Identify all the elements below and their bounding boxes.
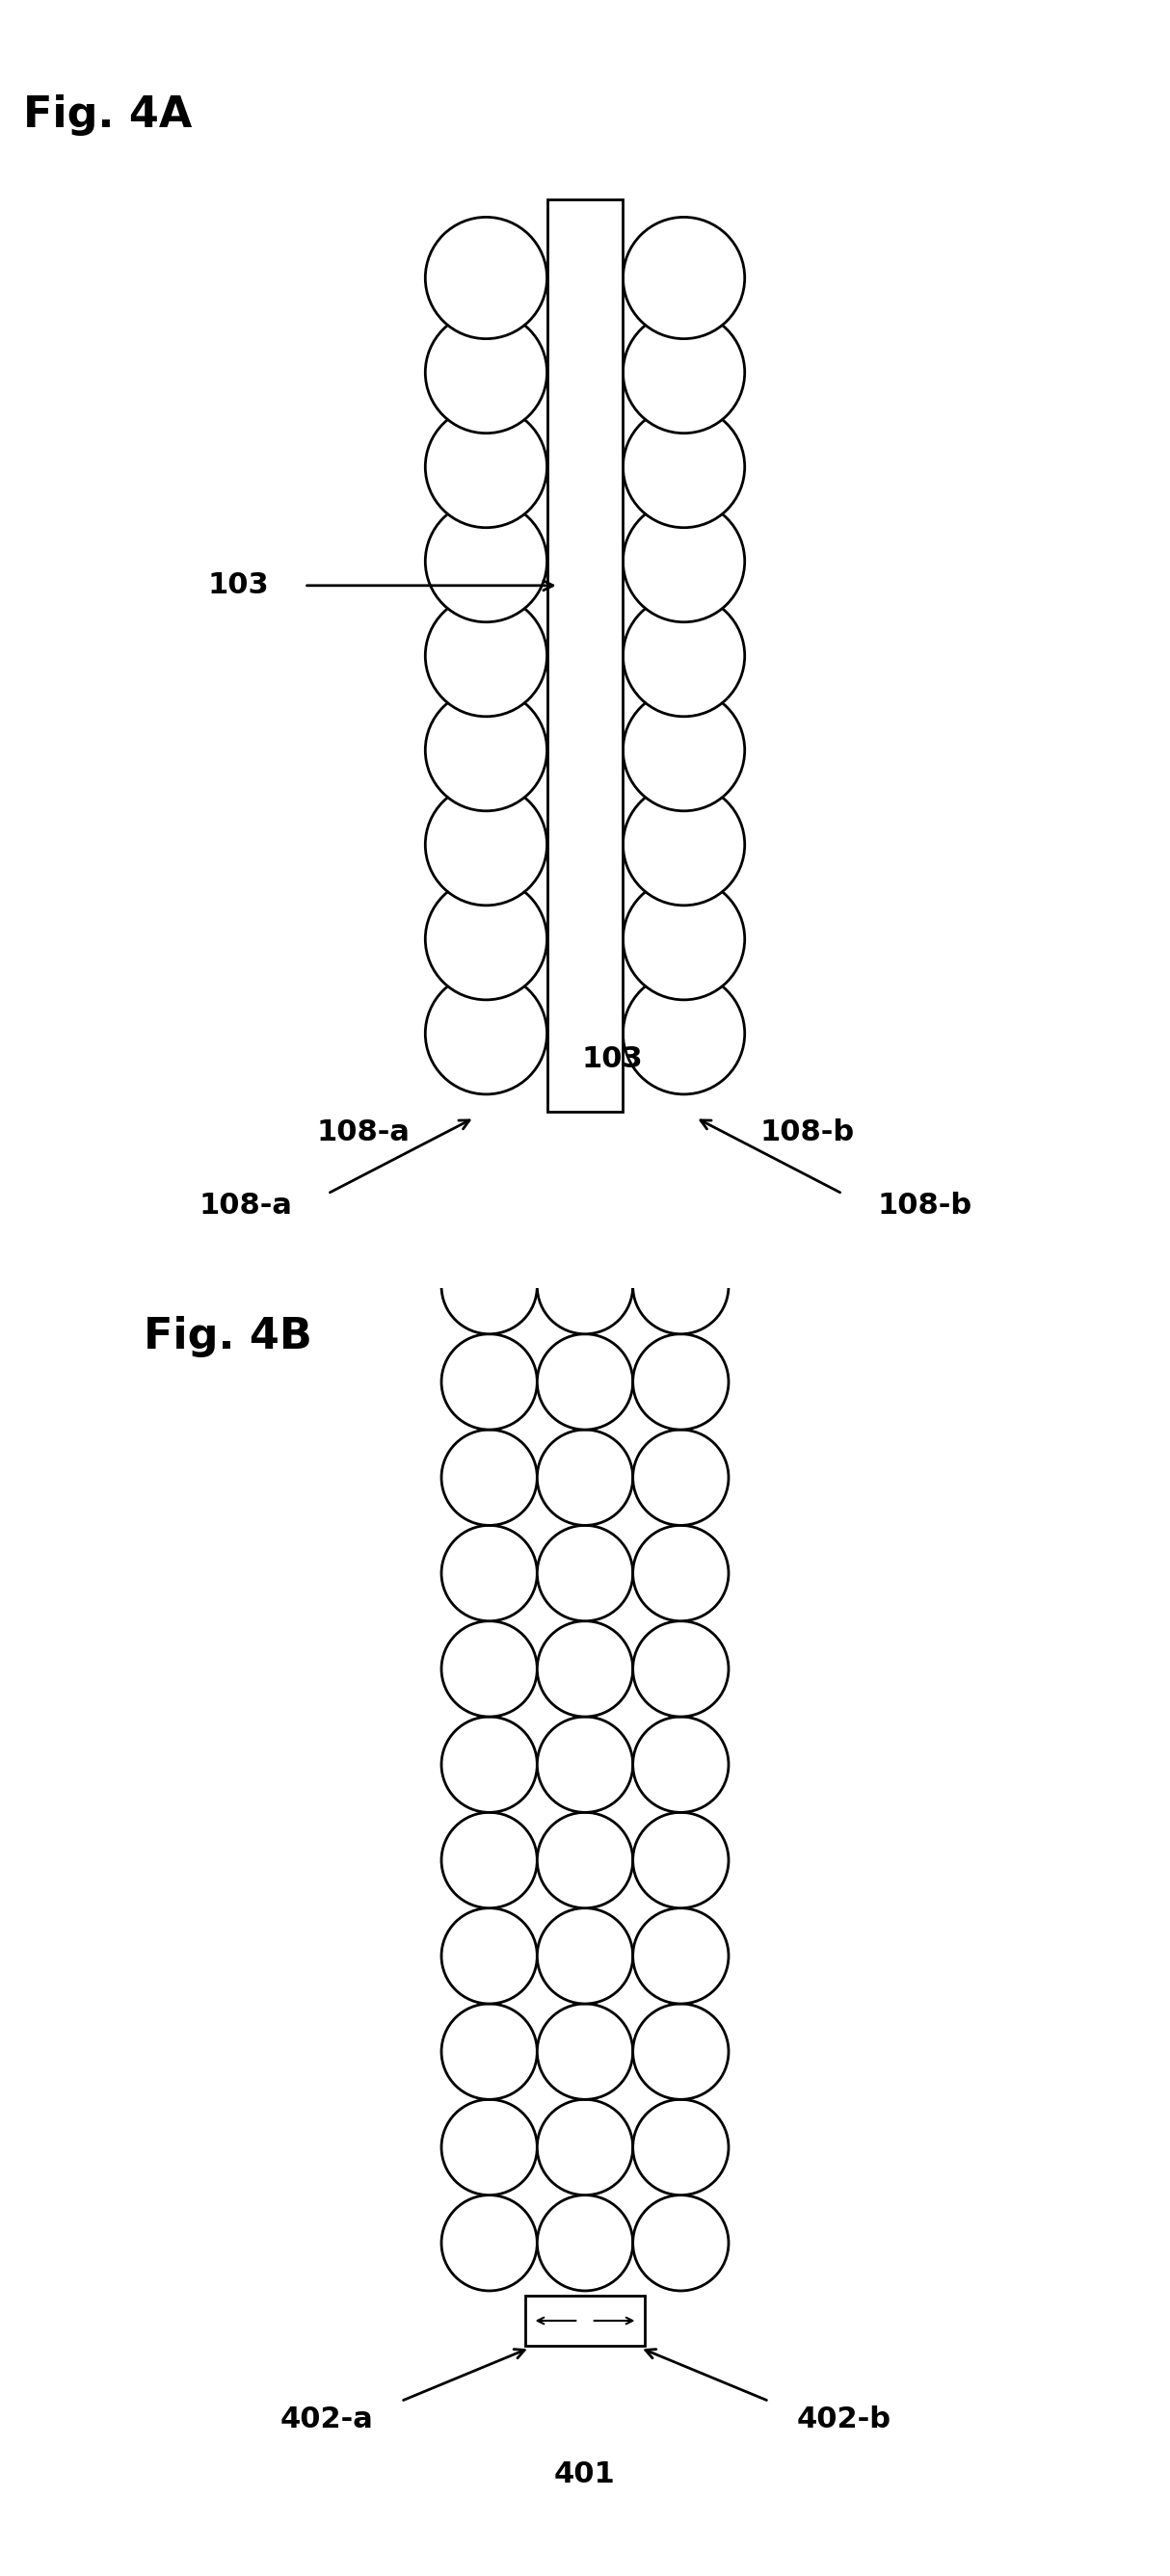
Circle shape [624,690,745,811]
Circle shape [441,1525,537,1620]
Circle shape [441,2195,537,2290]
Circle shape [426,407,546,528]
Bar [546,198,624,1113]
Text: 401: 401 [555,2460,615,2488]
Circle shape [441,1334,537,1430]
Text: Fig. 4B: Fig. 4B [143,1316,311,1358]
Circle shape [624,974,745,1095]
Circle shape [624,878,745,999]
Circle shape [441,1239,537,1334]
Circle shape [441,2004,537,2099]
Circle shape [426,974,546,1095]
Circle shape [633,2195,729,2290]
Circle shape [426,878,546,999]
Circle shape [441,1814,537,1909]
Circle shape [624,595,745,716]
Text: 108-a: 108-a [199,1190,292,1218]
Circle shape [624,312,745,433]
Text: 103: 103 [581,1046,644,1072]
Circle shape [633,1814,729,1909]
Circle shape [633,1239,729,1334]
Text: 108-b: 108-b [878,1190,972,1218]
Circle shape [624,216,745,340]
Circle shape [633,1909,729,2004]
Text: 402-a: 402-a [280,2406,373,2434]
Circle shape [633,1716,729,1814]
Circle shape [426,595,546,716]
Circle shape [537,2099,633,2195]
Circle shape [441,1716,537,1814]
Circle shape [426,312,546,433]
Circle shape [441,1620,537,1716]
Circle shape [537,1239,633,1334]
Text: 108-a: 108-a [317,1118,411,1146]
Circle shape [633,1620,729,1716]
Circle shape [633,1334,729,1430]
Circle shape [537,1525,633,1620]
Circle shape [426,690,546,811]
Text: 108-b: 108-b [759,1118,854,1146]
Circle shape [537,1430,633,1525]
Circle shape [537,1334,633,1430]
Circle shape [624,783,745,904]
Text: 402-b: 402-b [797,2406,892,2434]
Circle shape [441,1430,537,1525]
Circle shape [633,2099,729,2195]
Circle shape [537,1620,633,1716]
Circle shape [537,1716,633,1814]
Circle shape [426,783,546,904]
Circle shape [537,1814,633,1909]
Circle shape [633,1430,729,1525]
Circle shape [624,407,745,528]
Circle shape [633,2004,729,2099]
Circle shape [441,1909,537,2004]
Circle shape [441,2099,537,2195]
Circle shape [537,2195,633,2290]
Circle shape [624,500,745,621]
Circle shape [426,500,546,621]
Text: 103: 103 [208,572,269,600]
Text: Fig. 4A: Fig. 4A [23,95,192,137]
Circle shape [537,2004,633,2099]
Bar [525,2295,645,2347]
Circle shape [633,1525,729,1620]
Circle shape [426,216,546,340]
Circle shape [537,1909,633,2004]
